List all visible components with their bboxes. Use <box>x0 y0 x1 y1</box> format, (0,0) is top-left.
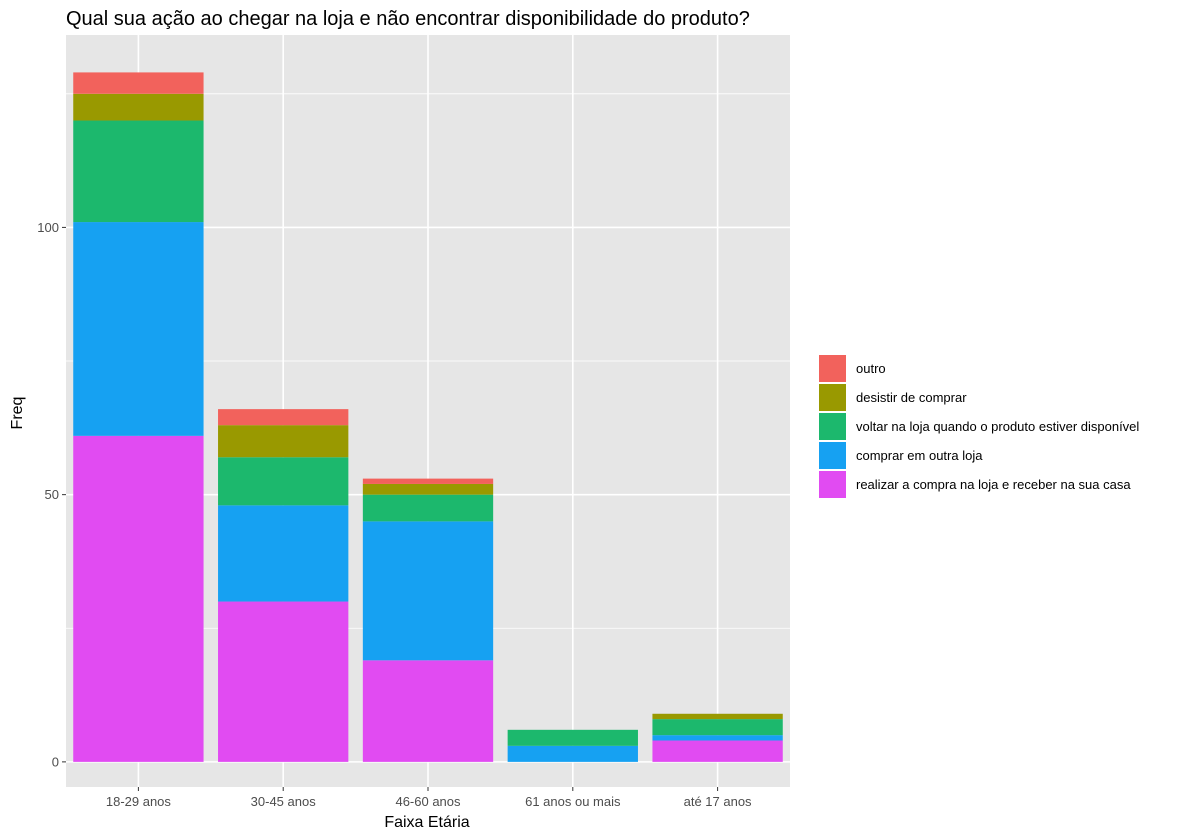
bar-segment <box>362 660 494 762</box>
legend: outro desistir de comprar voltar na loja q… <box>819 355 1139 498</box>
bar-segment <box>652 740 783 762</box>
plot-area: 0 50 100 18-29 anos 30-45 anos 46-60 anos 61 a… <box>37 35 790 809</box>
y-axis-title: Freq <box>9 397 26 430</box>
bar-segment <box>73 120 204 223</box>
bar-segment <box>652 713 783 720</box>
bar-segment <box>362 483 494 495</box>
bar-segment <box>218 425 349 458</box>
legend-label: desistir de comprar <box>856 390 967 405</box>
legend-label: realizar a compra na loja e receber na s… <box>856 477 1131 492</box>
legend-key <box>819 471 846 498</box>
bar-segment <box>507 745 638 762</box>
x-tick-label: 18-29 anos <box>106 794 172 809</box>
bar-segment <box>73 222 204 436</box>
y-tick-label: 50 <box>45 487 59 502</box>
bar-segment <box>218 505 349 602</box>
bar-segment <box>73 72 204 94</box>
y-tick-label: 0 <box>52 754 59 769</box>
legend-label: voltar na loja quando o produto estiver … <box>856 419 1139 434</box>
x-axis-title: Faixa Etária <box>384 814 469 831</box>
bar-segment <box>73 93 204 121</box>
legend-key <box>819 413 846 440</box>
x-tick-label: 61 anos ou mais <box>525 794 621 809</box>
legend-key <box>819 355 846 382</box>
bar-segment <box>652 735 783 741</box>
bar-segment <box>507 729 638 746</box>
chart-title: Qual sua ação ao chegar na loja e não en… <box>66 8 750 30</box>
bar-segment <box>218 409 349 426</box>
bar-segment <box>362 478 494 484</box>
legend-key <box>819 384 846 411</box>
bar-segment <box>362 521 494 661</box>
x-tick-label: 30-45 anos <box>251 794 317 809</box>
y-tick-label: 100 <box>37 220 59 235</box>
legend-key <box>819 442 846 469</box>
x-tick-label: até 17 anos <box>684 794 752 809</box>
legend-label: comprar em outra loja <box>856 448 983 463</box>
bar-segment <box>218 601 349 762</box>
bar-segment <box>362 494 494 522</box>
bar-segment <box>218 457 349 506</box>
x-tick-label: 46-60 anos <box>395 794 461 809</box>
bar-segment <box>652 719 783 736</box>
legend-label: outro <box>856 361 886 376</box>
bar-segment <box>73 435 204 762</box>
